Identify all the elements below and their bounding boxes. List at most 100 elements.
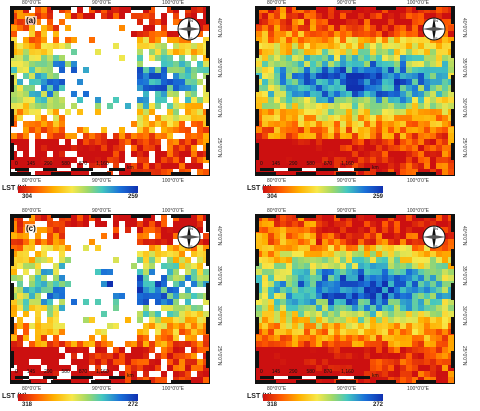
frame-tick <box>206 249 209 266</box>
lst-legend-title: LST (K) <box>247 393 272 400</box>
frame-tick <box>11 109 14 126</box>
lst-raster <box>256 215 454 383</box>
lst-colorbar <box>18 394 138 401</box>
longitude-label: 100°0'0"E <box>162 386 184 392</box>
frame-tick <box>256 351 259 368</box>
scale-tick-label: 580 <box>306 369 315 375</box>
map-frame: N S 0 145 290 580 870 1,160 km <box>255 6 455 176</box>
lst-colorbar <box>18 186 138 193</box>
latitude-label: 35°0'0"N <box>216 266 222 286</box>
svg-text:N: N <box>190 226 193 231</box>
scale-tick-label: 145 <box>271 161 281 167</box>
frame-tick <box>131 172 151 175</box>
scale-tick-label: 870 <box>323 161 333 167</box>
latitude-label: 35°0'0"N <box>461 266 467 286</box>
frame-tick <box>171 380 191 383</box>
colorbar-min-label: 304 <box>267 194 278 200</box>
longitude-label: 90°0'0"E <box>92 386 112 392</box>
frame-tick <box>336 380 356 383</box>
frame-tick <box>11 215 31 218</box>
frame-tick <box>416 172 436 175</box>
map-panel: 80°0'0"E 90°0'0"E 100°0'0"E N S 0 145 290 580 870… <box>245 208 475 408</box>
frame-tick <box>451 249 454 266</box>
latitude-label: 35°0'0"N <box>216 58 222 78</box>
longitude-label: 90°0'0"E <box>92 0 112 6</box>
frame-tick <box>91 215 111 218</box>
frame-tick <box>206 7 209 24</box>
svg-text:S: S <box>190 36 193 41</box>
map-panel: 80°0'0"E 90°0'0"E 100°0'0"E (c) N S 0 145 290 580… <box>0 208 230 408</box>
svg-text:S: S <box>435 36 438 41</box>
scale-tick-label: 0 <box>15 369 18 375</box>
svg-text:N: N <box>435 18 438 23</box>
longitude-label: 80°0'0"E <box>267 0 287 6</box>
map-frame: (a) N S 0 145 290 580 870 1,160 km <box>10 6 210 176</box>
frame-tick <box>256 172 276 175</box>
compass-rose-icon: NS <box>177 225 201 249</box>
frame-tick <box>256 380 276 383</box>
latitude-label: 25°0'0"N <box>461 138 467 158</box>
scale-tick-label: 290 <box>289 161 298 167</box>
lst-legend-title: LST (K) <box>2 393 27 400</box>
frame-tick <box>416 7 436 10</box>
scale-labels: 0 145 290 580 870 1,160 <box>15 161 109 167</box>
frame-tick <box>256 283 259 300</box>
frame-tick <box>296 7 316 10</box>
compass-rose-icon: NS <box>422 225 446 249</box>
frame-tick <box>336 215 356 218</box>
frame-tick <box>256 7 276 10</box>
scale-unit: km <box>127 165 134 171</box>
frame-tick <box>11 41 14 58</box>
frame-tick <box>256 75 259 92</box>
frame-tick <box>376 380 396 383</box>
frame-tick <box>376 172 396 175</box>
scale-bar <box>15 376 125 379</box>
longitude-label: 100°0'0"E <box>407 0 429 6</box>
frame-tick <box>11 317 14 334</box>
frame-tick <box>296 380 316 383</box>
lst-raster <box>256 7 454 175</box>
longitude-label: 80°0'0"E <box>267 386 287 392</box>
longitude-label: 80°0'0"E <box>22 0 42 6</box>
longitude-label: 100°0'0"E <box>407 386 429 392</box>
frame-tick <box>11 7 31 10</box>
colorbar-max-label: 272 <box>128 402 139 408</box>
scale-tick-label: 145 <box>271 369 281 375</box>
frame-tick <box>206 215 209 232</box>
longitude-label: 90°0'0"E <box>337 208 357 214</box>
frame-tick <box>451 283 454 300</box>
latitude-label: 30°0'0"N <box>216 98 222 118</box>
lst-legend-title: LST (K) <box>2 185 27 192</box>
latitude-label: 40°0'0"N <box>461 18 467 38</box>
latitude-label: 30°0'0"N <box>461 306 467 326</box>
frame-tick <box>451 317 454 334</box>
frame-tick <box>376 215 396 218</box>
frame-tick <box>206 109 209 126</box>
colorbar-max-label: 259 <box>128 194 139 200</box>
scale-tick-label: 145 <box>26 369 36 375</box>
scale-tick-label: 0 <box>15 161 18 167</box>
svg-text:S: S <box>435 244 438 249</box>
frame-tick <box>171 215 191 218</box>
frame-tick <box>206 351 209 368</box>
longitude-label: 80°0'0"E <box>22 178 42 184</box>
latitude-label: 25°0'0"N <box>216 346 222 366</box>
longitude-label: 80°0'0"E <box>22 208 42 214</box>
frame-tick <box>11 351 14 368</box>
frame-tick <box>51 172 71 175</box>
frame-tick <box>256 317 259 334</box>
frame-tick <box>91 7 111 10</box>
lst-colorbar <box>263 186 383 193</box>
map-frame: (c) N S 0 145 290 580 870 1,160 km <box>10 214 210 384</box>
scale-tick-label: 580 <box>306 161 315 167</box>
frame-tick <box>416 380 436 383</box>
frame-tick <box>91 380 111 383</box>
map-panel: 80°0'0"E 90°0'0"E 100°0'0"E (a) N S 0 145 290 580… <box>0 0 230 200</box>
frame-tick <box>336 172 356 175</box>
latitude-label: 40°0'0"N <box>216 226 222 246</box>
colorbar-max-label: 272 <box>373 402 384 408</box>
longitude-label: 100°0'0"E <box>407 178 429 184</box>
frame-tick <box>451 7 454 24</box>
frame-tick <box>131 380 151 383</box>
scale-labels: 0 145 290 580 870 1,160 <box>260 369 354 375</box>
